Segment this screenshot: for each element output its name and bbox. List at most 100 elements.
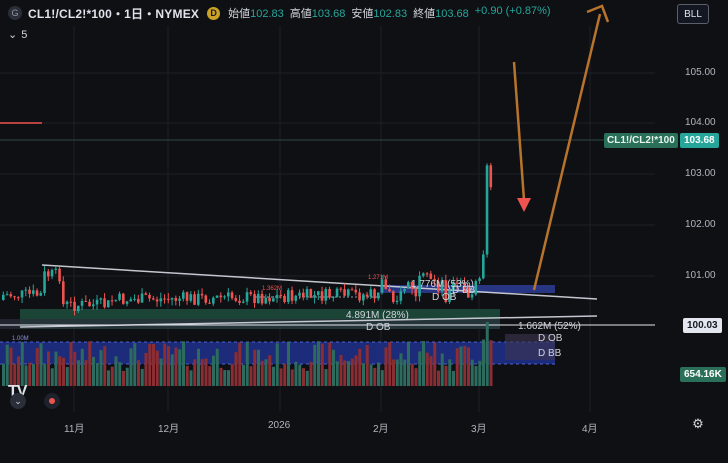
candle: [50, 269, 54, 277]
volume-bar: [343, 360, 347, 386]
time-axis[interactable]: 11月 12月 2026 2月 3月 4月: [0, 412, 728, 436]
volume-bar: [178, 349, 182, 386]
candle: [118, 293, 121, 300]
annotation-vol1: 1.776M (53%): [411, 279, 474, 290]
volume-bar: [219, 367, 223, 386]
volume-bar: [69, 341, 73, 386]
volume-bar: [463, 345, 467, 386]
volume-bar: [347, 361, 350, 386]
up-arrow-head: [586, 4, 610, 23]
candle: [212, 297, 215, 304]
volume-bar: [365, 345, 369, 386]
chart-canvas[interactable]: 1.776M (53%) D BB D OB 4.891M (28%) D OB…: [0, 0, 655, 412]
candle: [73, 301, 76, 311]
candle: [459, 282, 463, 284]
candle: [197, 293, 200, 305]
candle: [178, 298, 181, 301]
candle: [13, 296, 16, 298]
candle: [377, 292, 380, 299]
delayed-data-badge[interactable]: D: [207, 6, 221, 20]
candle: [437, 281, 440, 292]
volume-bar: [208, 366, 212, 386]
candle: [200, 293, 204, 296]
candle: [418, 275, 421, 297]
volume-bar: [159, 358, 163, 386]
volume-bar: [107, 370, 110, 386]
candle: [114, 299, 118, 301]
candle: [219, 295, 223, 298]
low-value: 102.83: [373, 8, 408, 20]
candle: [373, 289, 376, 299]
volume-bar: [489, 340, 493, 386]
volume-bar: [13, 363, 17, 386]
bll-button[interactable]: BLL: [677, 4, 709, 24]
candle: [182, 292, 185, 299]
candle: [24, 289, 28, 291]
volume-bar: [140, 368, 144, 386]
candle: [320, 291, 324, 301]
indicator-collapse-toggle[interactable]: ⌄ 5: [8, 28, 27, 42]
annotation-ob1: D OB: [432, 292, 457, 303]
candle: [28, 289, 31, 294]
settings-toggle-icon[interactable]: ⌄: [10, 393, 26, 409]
candle: [148, 294, 151, 299]
high-value: 103.68: [311, 8, 346, 20]
candle: [467, 288, 470, 298]
volume-bar: [35, 347, 39, 386]
volume-bar: [137, 360, 140, 386]
volume-bar: [437, 370, 440, 386]
volume-bar: [152, 344, 155, 386]
annotation-ob3: D OB: [538, 333, 563, 344]
volume-bar: [324, 369, 328, 386]
volume-bar: [212, 355, 215, 386]
candle: [133, 298, 136, 300]
low-label: 安値: [351, 8, 374, 20]
volume-bar: [474, 366, 478, 386]
candle: [335, 288, 339, 297]
volume-bar: [24, 365, 28, 386]
volume-bar: [260, 360, 264, 386]
candle: [485, 165, 489, 255]
level-price-tag: 100.03: [683, 318, 722, 333]
volume-bar: [204, 358, 208, 386]
time-tick: 4月: [582, 424, 598, 435]
candle: [407, 282, 410, 289]
price-axis[interactable]: 105.00 104.00 103.00 102.00 101.00: [655, 0, 728, 410]
volume-bar: [403, 359, 407, 386]
projection-arrows: [512, 4, 610, 291]
volume-bar: [452, 370, 455, 386]
candle: [193, 294, 196, 305]
volume-bar: [275, 343, 279, 386]
candle: [77, 305, 80, 311]
candle: [298, 292, 301, 296]
chart-header: G CL1!/CL2!*100・1日・NYMEX D 始値102.83 高値10…: [0, 0, 728, 26]
candle: [317, 291, 320, 295]
ob-zone-grey: [0, 319, 500, 329]
volume-bar: [43, 363, 47, 386]
volume-bar: [328, 342, 332, 386]
volume-bar: [272, 366, 275, 386]
candle: [414, 288, 418, 297]
symbol-title[interactable]: CL1!/CL2!*100・1日・NYMEX: [28, 6, 200, 21]
volume-bar: [167, 346, 170, 386]
candle: [249, 292, 253, 295]
candle: [189, 294, 193, 301]
volume-bar: [84, 360, 88, 386]
candle: [287, 290, 290, 302]
volume-bar: [47, 351, 50, 386]
candle: [388, 289, 391, 292]
price-tick: 102.00: [685, 219, 716, 230]
volume-bar: [80, 348, 84, 386]
annotation-vol3: 1.662M (52%): [518, 321, 581, 332]
volume-bar: [444, 365, 448, 386]
volume-bar: [399, 353, 403, 386]
volume-bar: [470, 359, 474, 386]
candle: [65, 301, 69, 305]
volume-bar: [193, 359, 197, 386]
volume-bar: [223, 370, 227, 386]
candle: [489, 165, 493, 188]
gear-icon[interactable]: ⚙: [692, 416, 704, 431]
annotation-vol2: 4.891M (28%): [346, 310, 409, 321]
record-icon[interactable]: [44, 393, 60, 409]
candle: [433, 278, 436, 282]
